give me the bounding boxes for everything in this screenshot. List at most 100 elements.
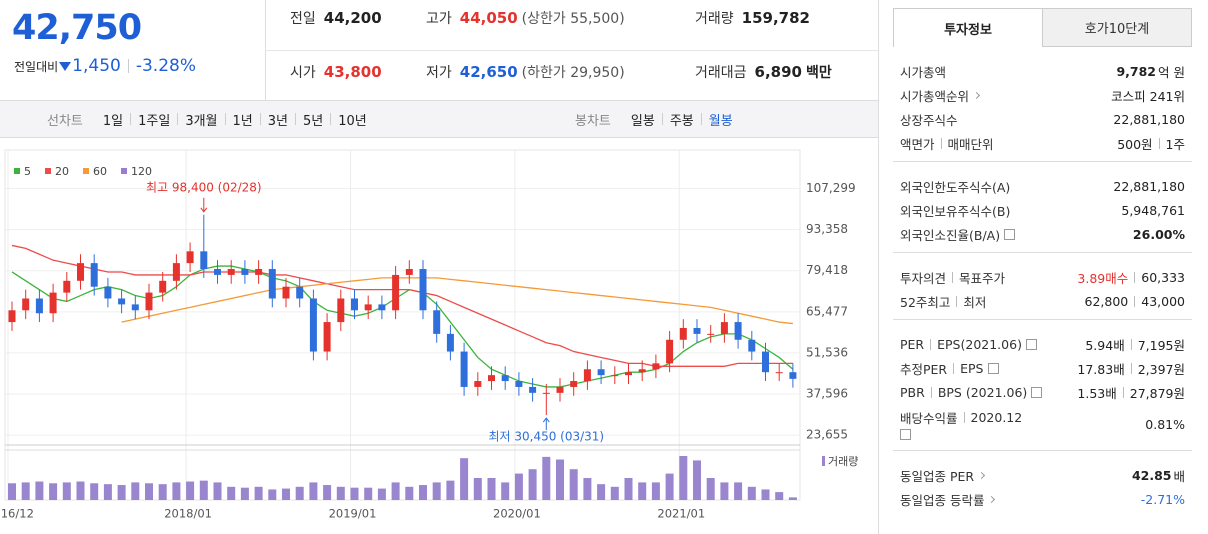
panel-tab[interactable]: 투자정보 xyxy=(893,8,1043,47)
tab-option[interactable]: 10년 xyxy=(338,113,367,129)
info-row: 외국인한도주식수(A) 22,881,180 xyxy=(900,174,1185,198)
tab-option[interactable]: 5년 xyxy=(303,113,324,129)
quote-label: 전일 xyxy=(290,11,316,27)
value-part: -2.71% xyxy=(1140,491,1185,507)
tab-separator xyxy=(700,113,702,125)
volume-bar xyxy=(542,456,551,500)
candle-body xyxy=(597,369,605,376)
tab-separator xyxy=(330,113,332,125)
volume-bar xyxy=(323,485,332,500)
tab-option[interactable]: 3개월 xyxy=(185,113,218,129)
help-icon[interactable] xyxy=(900,429,911,440)
candle-body xyxy=(172,263,180,281)
volume-bar xyxy=(62,482,71,500)
y-tick-label: 107,299 xyxy=(806,181,856,195)
candle-body xyxy=(720,322,728,334)
candle-body xyxy=(22,298,30,311)
info-value: 42.85 배 xyxy=(1132,466,1185,485)
info-value: 코스피 241위 xyxy=(1111,86,1185,105)
info-label: 외국인보유주식수(B) xyxy=(900,201,1080,220)
label-part: 최저 xyxy=(963,294,987,310)
volume-bar xyxy=(665,473,674,500)
candle-body xyxy=(460,351,468,387)
volume-bar xyxy=(21,482,30,500)
label-part: 시가총액 xyxy=(900,64,947,80)
info-value: 22,881,180 xyxy=(1113,112,1185,127)
label-part: PER xyxy=(900,336,925,352)
label-part: 액면가 xyxy=(900,136,935,152)
separator xyxy=(963,412,965,423)
candle-body xyxy=(570,381,578,387)
value-part: 42.85 xyxy=(1131,467,1172,483)
tab-option[interactable]: 주봉 xyxy=(669,113,694,129)
label-part: 배당수익률 xyxy=(900,411,958,426)
tab-option[interactable]: 1일 xyxy=(102,113,124,129)
label-part: EPS xyxy=(960,360,984,376)
candle-body xyxy=(145,292,153,311)
value-part: 3.89매수 xyxy=(1077,270,1129,286)
label-part: 투자의견 xyxy=(900,270,947,286)
label-part: 추정PER xyxy=(900,361,948,377)
volume-swatch xyxy=(822,456,825,466)
volume-bar xyxy=(199,480,208,500)
tab-option[interactable]: 3년 xyxy=(267,113,288,129)
plot-frame xyxy=(4,149,801,501)
volume-bar xyxy=(473,478,482,500)
candle-body xyxy=(789,372,797,379)
info-row: 외국인보유주식수(B) 5,948,761 xyxy=(900,198,1185,222)
label-part: PBR xyxy=(900,384,925,400)
candle-body xyxy=(748,339,756,352)
info-value: 17.83배 2,397원 xyxy=(1077,359,1185,378)
value-part: 26.00% xyxy=(1132,226,1185,242)
info-label: 배당수익률 2020.12 xyxy=(900,408,1080,440)
separator xyxy=(1134,271,1136,283)
help-icon[interactable] xyxy=(1025,338,1037,350)
tab-option[interactable]: 일봉 xyxy=(630,113,655,129)
candle-body xyxy=(255,269,263,275)
tab-option[interactable]: 월봉 xyxy=(708,113,733,129)
info-label: 시가총액 xyxy=(900,62,1080,81)
tab-option[interactable]: 1주일 xyxy=(138,113,171,129)
legend-swatch xyxy=(121,168,127,174)
info-value: 62,800 43,000 xyxy=(1085,294,1186,309)
max-arrowhead xyxy=(200,207,208,213)
volume-bar xyxy=(49,483,58,500)
info-label: 외국인소진율(B/A) xyxy=(900,225,1080,244)
volume-bar xyxy=(8,483,16,500)
label-part: 매매단위 xyxy=(947,136,994,152)
info-value: -2.71% xyxy=(1141,492,1185,507)
volume-bar xyxy=(583,478,592,500)
volume-bar xyxy=(391,482,400,500)
volume-bar xyxy=(651,482,660,500)
help-icon[interactable] xyxy=(987,362,999,374)
tab-option[interactable]: 1년 xyxy=(232,113,253,129)
candle-body xyxy=(63,280,71,293)
volume-bar xyxy=(405,486,414,500)
divider xyxy=(127,59,129,73)
info-label: 추정PER EPS xyxy=(900,359,1077,378)
separator xyxy=(952,271,954,283)
value-part: 9,782 xyxy=(1116,63,1157,79)
candle-body xyxy=(227,269,235,275)
info-row: 액면가 매매단위 500원 1주 xyxy=(900,131,1185,155)
candle-body xyxy=(131,304,139,311)
separator xyxy=(1134,295,1136,307)
volume-bar xyxy=(172,482,181,500)
label-part: 동일업종 등락률 xyxy=(900,492,985,508)
line-break xyxy=(900,427,1080,429)
volume-bar xyxy=(268,489,277,500)
price: 42,750 xyxy=(12,8,142,48)
quote-value: 44,200 xyxy=(323,9,382,27)
info-label: 시가총액순위 xyxy=(900,86,1080,105)
candle-body xyxy=(405,269,413,275)
label-part: 2020.12 xyxy=(970,410,1023,425)
info-label: 액면가 매매단위 xyxy=(900,134,1080,153)
candle-body xyxy=(542,392,550,394)
legend-swatch xyxy=(45,168,51,174)
label-part: 목표주가 xyxy=(959,270,1006,286)
panel-tab[interactable]: 호가10단계 xyxy=(1043,8,1192,47)
help-icon[interactable] xyxy=(1031,386,1043,398)
label-part: 52주최고 xyxy=(900,294,951,310)
help-icon[interactable] xyxy=(1004,228,1016,240)
x-tick-label: 2020/01 xyxy=(493,507,541,521)
